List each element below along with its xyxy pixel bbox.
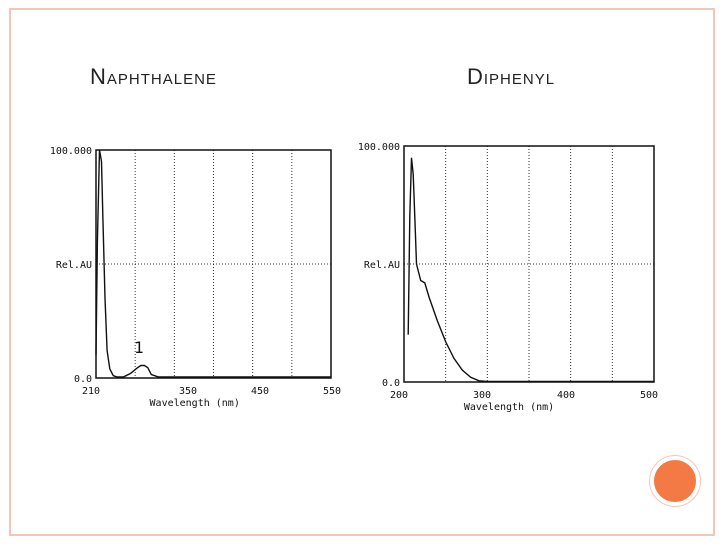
spectrum-line [95,149,331,378]
x-tick-label: 200 [390,390,408,401]
accent-circle [650,456,700,506]
x-tick-label: 500 [640,390,658,401]
x-tick-label: 300 [473,390,491,401]
diphenyl-title: Diphenyl [467,64,556,89]
x-tick-label: 350 [179,386,197,397]
diphenyl-spectrum-chart: 100.000 Rel.AU 0.0 200 300 400 500 Wavelength (… [354,130,664,455]
y-tick-label: Rel.AU [56,260,92,271]
x-tick-label: 550 [323,386,341,397]
x-tick-label: 400 [557,390,575,401]
x-tick-label: 450 [251,386,269,397]
y-tick-label: 0.0 [382,378,400,389]
x-axis-label: Wavelength (nm) [464,402,554,413]
x-axis-label: Wavelength (nm) [150,398,240,409]
naphthalene-title: Naphthalene [90,64,217,89]
y-tick-label: 0.0 [74,374,92,385]
peak-annotation: 1 [134,338,144,357]
y-tick-label: 100.000 [358,142,400,153]
slide-frame [9,8,715,536]
y-tick-label: Rel.AU [364,260,400,271]
spectrum-line [407,157,654,383]
x-tick-label: 210 [82,386,100,397]
naphthalene-spectrum-chart: 100.000 Rel.AU 0.0 210 350 450 550 Wavelength (… [48,135,343,440]
y-tick-label: 100.000 [50,146,92,157]
plot-frame [95,149,332,379]
